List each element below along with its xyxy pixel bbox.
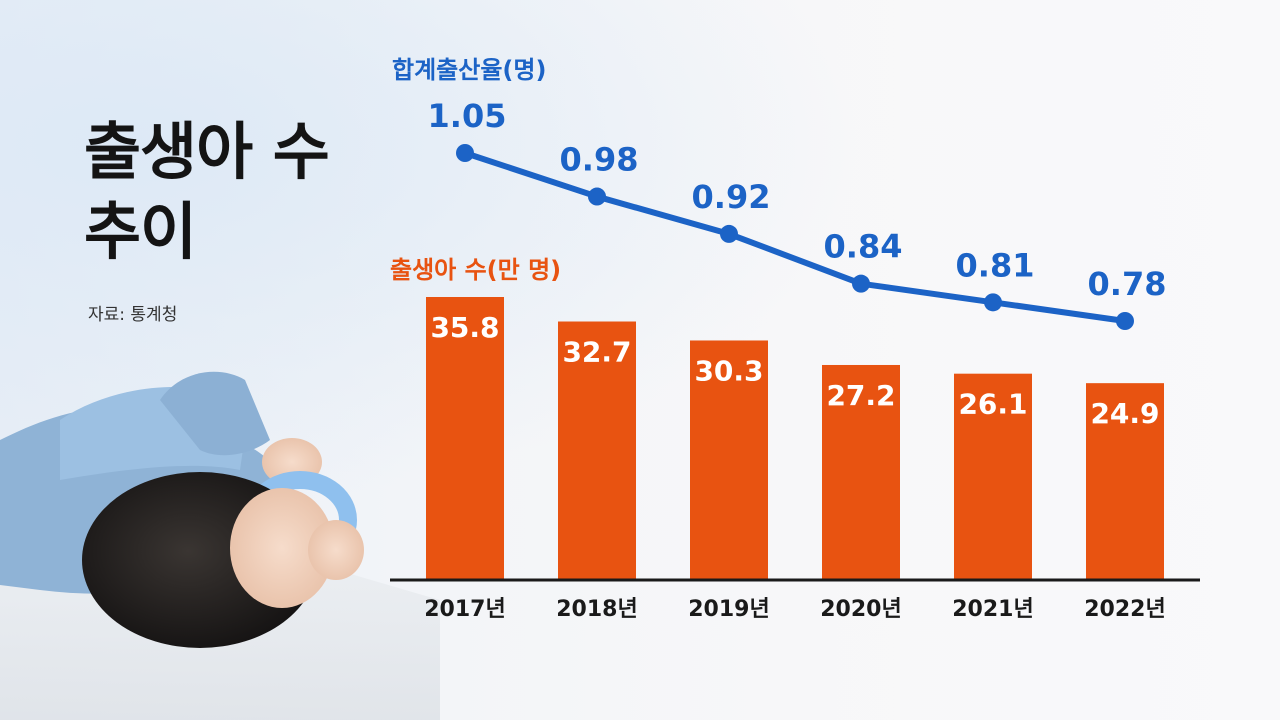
bar-series-label: 출생아 수(만 명) [390, 256, 561, 284]
rate-value-label-5: 0.78 [1088, 265, 1167, 303]
bar-value-label-1: 32.7 [562, 336, 631, 369]
x-tick-label-5: 2022년 [1084, 597, 1165, 622]
x-tick-label-0: 2017년 [424, 597, 505, 622]
bars-layer: 35.8 32.7 30.3 27.2 26.1 24.9 [426, 297, 1164, 580]
rate-point-5 [1116, 312, 1134, 330]
rate-value-label-0: 1.05 [428, 97, 507, 135]
points-layer: 1.05 0.98 0.92 0.84 0.81 0.78 [428, 97, 1167, 330]
x-tick-label-2: 2019년 [688, 597, 769, 622]
bar-4 [954, 373, 1032, 580]
x-ticks-layer: 2017년 2018년 2019년 2020년 2021년 2022년 [424, 597, 1165, 622]
rate-value-label-2: 0.92 [692, 178, 771, 216]
page-title-line1: 출생아 수 [84, 115, 330, 188]
bar-1 [558, 321, 636, 580]
line-series-label: 합계출산율(명) [392, 56, 546, 84]
x-tick-label-3: 2020년 [820, 597, 901, 622]
page-title: 출생아 수 추이 [84, 112, 330, 272]
bar-0 [426, 297, 504, 580]
x-tick-label-4: 2021년 [952, 597, 1033, 622]
rate-value-label-4: 0.81 [956, 246, 1035, 284]
bar-2 [690, 340, 768, 580]
x-tick-label-1: 2018년 [556, 597, 637, 622]
rate-point-2 [720, 224, 738, 243]
rate-line [464, 150, 1126, 324]
bar-3 [822, 364, 900, 580]
rate-value-label-1: 0.98 [560, 141, 639, 179]
source-note: 자료: 통계청 [88, 305, 178, 325]
bar-value-label-2: 30.3 [694, 354, 763, 387]
baby-photo [0, 371, 440, 720]
bar-value-label-0: 35.8 [430, 311, 499, 344]
rate-point-3 [852, 274, 870, 293]
bar-value-label-3: 27.2 [826, 379, 895, 412]
rate-value-label-3: 0.84 [824, 228, 903, 266]
bar-value-label-4: 26.1 [958, 388, 1027, 421]
rate-point-1 [588, 187, 606, 206]
bar-5 [1086, 383, 1164, 580]
bar-value-label-5: 24.9 [1090, 397, 1159, 430]
rate-point-4 [984, 293, 1002, 312]
rate-point-0 [456, 144, 474, 162]
page-title-line2: 추이 [84, 195, 197, 268]
